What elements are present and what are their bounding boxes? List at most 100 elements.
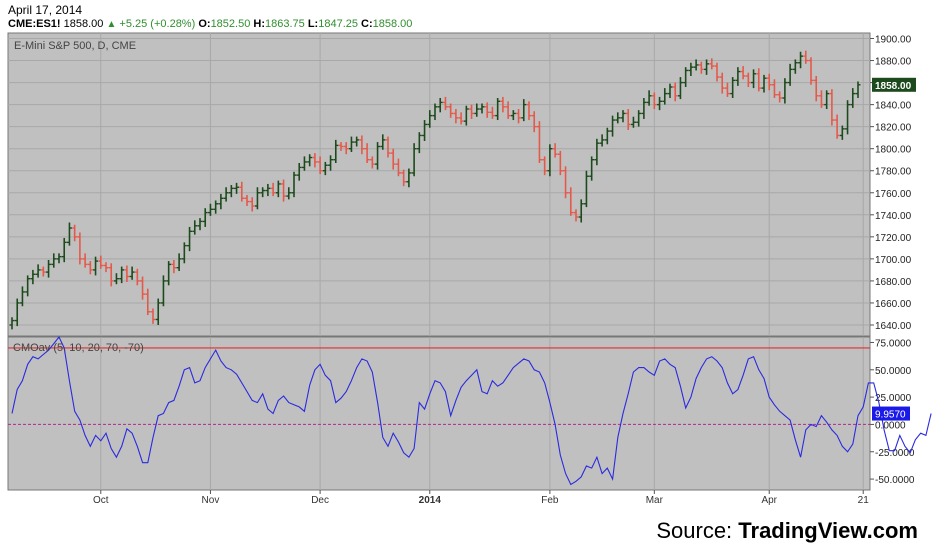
price-plot-area: [7, 32, 871, 337]
ohlc-bar: [495, 98, 501, 121]
ohlc-bar: [134, 268, 140, 286]
ohlc-bar: [103, 262, 109, 273]
ohlc-bar: [176, 253, 182, 271]
ohlc-bar: [834, 114, 840, 139]
ohlc-bar: [563, 166, 569, 199]
ohlc-bar: [651, 92, 657, 110]
ohlc-bar: [442, 96, 448, 111]
ohlc-bar: [855, 81, 861, 99]
time-tick-label: Dec: [311, 495, 329, 506]
ohlc-bar: [766, 73, 772, 91]
ohlc-bar: [594, 138, 600, 166]
ohlc-bar: [218, 193, 224, 210]
ohlc-bar: [630, 116, 636, 128]
ohlc-bar: [202, 208, 208, 227]
price-panel[interactable]: 1640.00 1660.00 1680.00 1700.00 1720.00 1740.…: [7, 32, 916, 337]
quote-line: CME:ES1! 1858.00 ▲ +5.25 (+0.28%) O:1852…: [8, 18, 412, 30]
cmo-plot-area: [7, 336, 871, 491]
ohlc-bar: [432, 103, 438, 121]
ohlc-bar: [557, 150, 563, 176]
ohlc-bar: [61, 237, 67, 263]
ohlc-bar: [698, 61, 704, 74]
ohlc-bar: [542, 156, 548, 176]
ohlc-bar: [604, 127, 610, 145]
ohlc-bar: [505, 101, 511, 119]
ohlc-bar: [709, 58, 715, 70]
ohlc-bar: [704, 59, 710, 75]
ohlc-bar: [599, 134, 605, 147]
source-credit: Source: TradingView.com: [656, 518, 918, 544]
price-panel-title: E-Mini S&P 500, D, CME: [14, 40, 136, 52]
ohlc-bar: [798, 51, 804, 69]
ohlc-bar: [108, 263, 114, 287]
ohlc-bar: [510, 110, 516, 121]
ohlc-bar: [301, 156, 307, 171]
ohlc-bar: [479, 103, 485, 114]
ohlc-bar: [239, 181, 245, 202]
ohlc-bar: [312, 153, 318, 168]
ohlc-bar: [547, 144, 553, 177]
ohlc-bar: [228, 185, 234, 198]
ohlc-bar: [286, 187, 292, 200]
ohlc-bar: [469, 104, 475, 119]
ohlc-bar: [56, 253, 62, 264]
ohlc-bar: [453, 109, 459, 124]
ohlc-bar: [145, 288, 151, 316]
ohlc-bar: [787, 63, 793, 86]
ohlc-bar: [646, 90, 652, 106]
cmo-panel[interactable]: 75.0000 50.0000 25.0000 0.0000 -25.0000 -50.0…: [7, 335, 932, 491]
ohlc-bar: [260, 187, 266, 198]
ohlc-bar: [359, 135, 365, 155]
ohlc-bar: [474, 103, 480, 117]
ohlc-bar: [448, 103, 454, 118]
ohlc-bar: [672, 82, 678, 102]
cmo-tick-label: 75.0000: [875, 338, 912, 349]
cmo-series-line: [11, 335, 932, 486]
ohlc-bar: [281, 179, 287, 202]
ohlc-bar: [119, 266, 125, 284]
time-tick-label: Apr: [761, 495, 777, 506]
ohlc-bar: [657, 96, 663, 111]
symbol: CME:ES1!: [8, 18, 61, 30]
source-prefix: Source:: [656, 518, 739, 543]
ohlc-bar: [354, 136, 360, 147]
time-tick-label: Mar: [646, 495, 664, 506]
ohlc-bar: [385, 136, 391, 158]
ohlc-bar: [792, 59, 798, 74]
ohlc-bar: [40, 266, 46, 277]
ohlc-bar: [484, 102, 490, 118]
ohlc-bar: [824, 90, 830, 110]
ohlc-bar: [777, 91, 783, 103]
ohlc-bar: [458, 112, 464, 125]
time-tick-label: Oct: [93, 495, 109, 506]
ohlc-bar: [620, 110, 626, 123]
ohlc-bar: [171, 259, 177, 274]
ohlc-bar: [406, 168, 412, 188]
ohlc-bar: [756, 68, 762, 92]
ohlc-bar: [265, 183, 271, 197]
low-value: 1847.25: [318, 18, 358, 30]
ohlc-bar: [589, 156, 595, 181]
price-tick-label: 1840.00: [875, 101, 912, 112]
ohlc-bar: [82, 253, 88, 268]
ohlc-bar: [348, 136, 354, 152]
price-tick-label: 1740.00: [875, 211, 912, 222]
ohlc-bar: [683, 67, 689, 87]
ohlc-bar: [719, 72, 725, 94]
ohlc-bar: [317, 156, 323, 175]
ohlc-bar: [395, 158, 401, 177]
ohlc-bar: [98, 255, 104, 269]
ohlc-bar: [14, 298, 20, 327]
ohlc-bar: [677, 77, 683, 100]
ohlc-bar: [46, 259, 52, 278]
ohlc-bar: [641, 98, 647, 119]
ohlc-bar: [724, 82, 730, 97]
cmo-tick-label: 0.0000: [875, 420, 906, 431]
ohlc-bar: [129, 266, 135, 280]
ohlc-bar: [552, 143, 558, 158]
ohlc-bar: [9, 317, 15, 330]
close-label: C:: [361, 18, 373, 30]
ohlc-bar: [839, 125, 845, 140]
ohlc-bar: [213, 200, 219, 214]
